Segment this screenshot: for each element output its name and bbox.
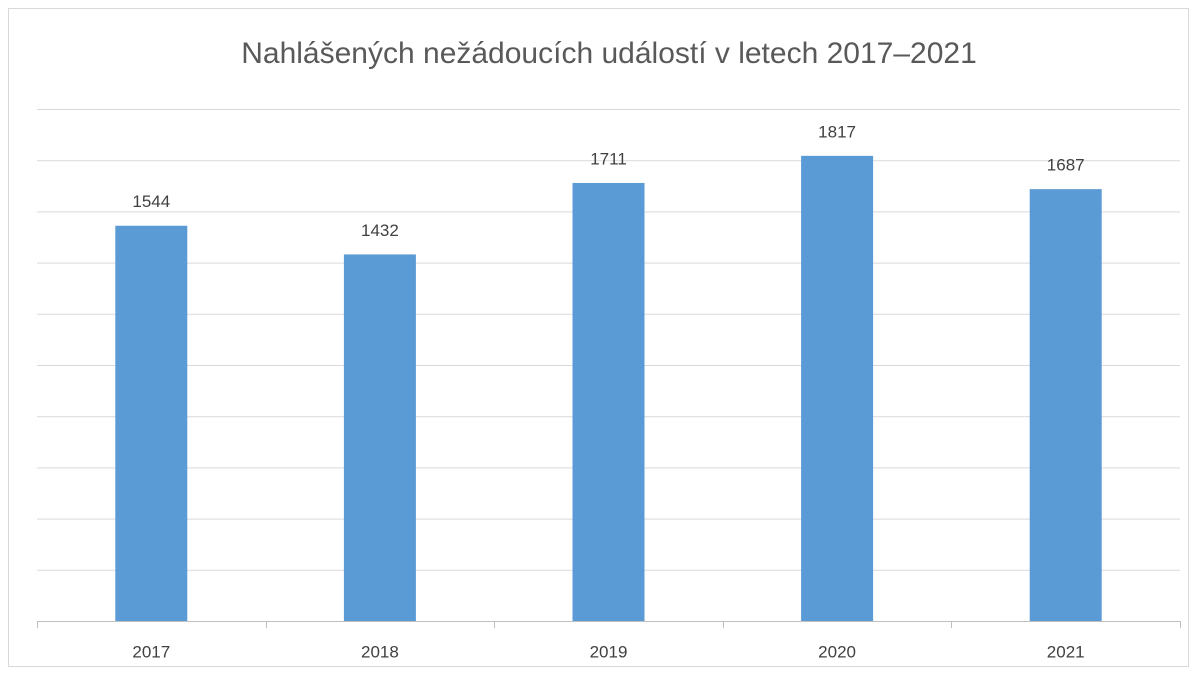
bar: [801, 155, 874, 621]
data-label: 1711: [590, 149, 627, 168]
bar: [115, 225, 188, 621]
x-tick-label: 2020: [818, 642, 856, 661]
data-label: 1817: [818, 122, 856, 141]
bar: [572, 182, 645, 621]
data-label: 1687: [1047, 156, 1085, 175]
x-tick-label: 2017: [132, 642, 170, 661]
bar: [343, 254, 416, 621]
x-tick-label: 2019: [590, 642, 628, 661]
bar: [1029, 189, 1102, 622]
chart-title: Nahlášených nežádoucích událostí v letec…: [241, 37, 977, 70]
x-tick-label: 2018: [361, 642, 399, 661]
x-tick-label: 2021: [1047, 642, 1085, 661]
data-label: 1544: [132, 192, 170, 211]
data-label: 1432: [361, 221, 399, 240]
